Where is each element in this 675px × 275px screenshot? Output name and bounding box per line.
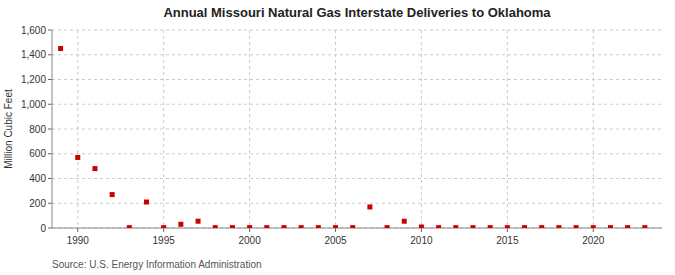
title: Annual Missouri Natural Gas Interstate D…: [163, 5, 551, 20]
tick-mark: [249, 228, 250, 232]
grid-line: [52, 104, 662, 105]
points: [58, 46, 647, 228]
tick-mark: [48, 178, 52, 179]
point: [556, 225, 561, 228]
point: [505, 225, 510, 228]
tick-mark: [48, 129, 52, 130]
tick-mark: [593, 228, 594, 232]
point: [539, 225, 544, 228]
tick-mark: [335, 228, 336, 232]
tick-mark: [163, 228, 164, 232]
tick-mark: [48, 228, 52, 229]
x-tick-label: 2015: [496, 235, 519, 246]
tick-mark: [77, 228, 78, 232]
point: [591, 225, 596, 228]
y-tick-label: 400: [29, 173, 46, 184]
point: [127, 225, 132, 228]
y-tick-label: 800: [29, 124, 46, 135]
point: [213, 225, 218, 228]
point: [470, 225, 475, 228]
tick-mark: [48, 30, 52, 31]
y-axis-label: Million Cubic Feet: [3, 89, 14, 169]
tick-mark: [48, 104, 52, 105]
x-tick-label: 1990: [67, 235, 90, 246]
point: [642, 225, 647, 228]
point: [92, 166, 97, 171]
grid-line: [52, 54, 662, 55]
x-axis-line: [52, 228, 662, 229]
y-tick-label: 1,200: [21, 74, 46, 85]
point: [230, 225, 235, 228]
point: [247, 225, 252, 228]
tick-mark: [48, 203, 52, 204]
grid-line: [52, 228, 662, 229]
y-tick-label: 600: [29, 148, 46, 159]
grid-line: [52, 30, 662, 31]
grid-line: [335, 30, 336, 228]
point: [110, 192, 115, 197]
grid-line: [593, 30, 594, 228]
tick-mark: [421, 228, 422, 232]
grid-line: [421, 30, 422, 228]
grid-line: [163, 30, 164, 228]
point: [299, 225, 304, 228]
point: [144, 200, 149, 205]
point: [522, 225, 527, 228]
tick-mark: [48, 79, 52, 80]
x-tick-label: 1995: [153, 235, 176, 246]
grid-line: [507, 30, 508, 228]
point: [453, 225, 458, 228]
grid-line: [77, 30, 78, 228]
grid-line: [52, 203, 662, 204]
point: [58, 46, 63, 51]
grid-line: [52, 129, 662, 130]
point: [574, 225, 579, 228]
grid-line: [249, 30, 250, 228]
grid: [52, 30, 662, 228]
grid-line: [52, 153, 662, 154]
point: [281, 225, 286, 228]
point: [625, 225, 630, 228]
x-tick-label: 2000: [238, 235, 261, 246]
point: [264, 225, 269, 228]
tick-mark: [507, 228, 508, 232]
y-tick-label: 1,600: [21, 25, 46, 36]
point: [161, 225, 166, 228]
y-tick-label: 1,000: [21, 99, 46, 110]
point: [316, 225, 321, 228]
y-tick-label: 0: [40, 223, 46, 234]
axes: 0 200 400 600 800 1,000 1,200 1,400 1,600 1990 199…: [21, 25, 662, 247]
grid-line: [52, 79, 662, 80]
point: [608, 225, 613, 228]
source-note: Source: U.S. Energy Information Administ…: [52, 259, 262, 270]
point: [385, 225, 390, 228]
x-tick-label: 2010: [410, 235, 433, 246]
x-tick-label: 2020: [582, 235, 605, 246]
point: [178, 222, 183, 227]
point: [75, 155, 80, 160]
point: [436, 225, 441, 228]
tick-mark: [48, 153, 52, 154]
point: [419, 225, 424, 228]
grid-line: [52, 178, 662, 179]
point: [196, 219, 201, 224]
point: [350, 225, 355, 228]
point: [488, 225, 493, 228]
y-tick-label: 200: [29, 198, 46, 209]
chart: Annual Missouri Natural Gas Interstate D…: [0, 0, 675, 275]
y-tick-label: 1,400: [21, 49, 46, 60]
tick-mark: [48, 54, 52, 55]
x-tick-label: 2005: [324, 235, 347, 246]
point: [402, 219, 407, 224]
point: [367, 204, 372, 209]
y-axis-line: [52, 30, 53, 228]
point: [333, 225, 338, 228]
